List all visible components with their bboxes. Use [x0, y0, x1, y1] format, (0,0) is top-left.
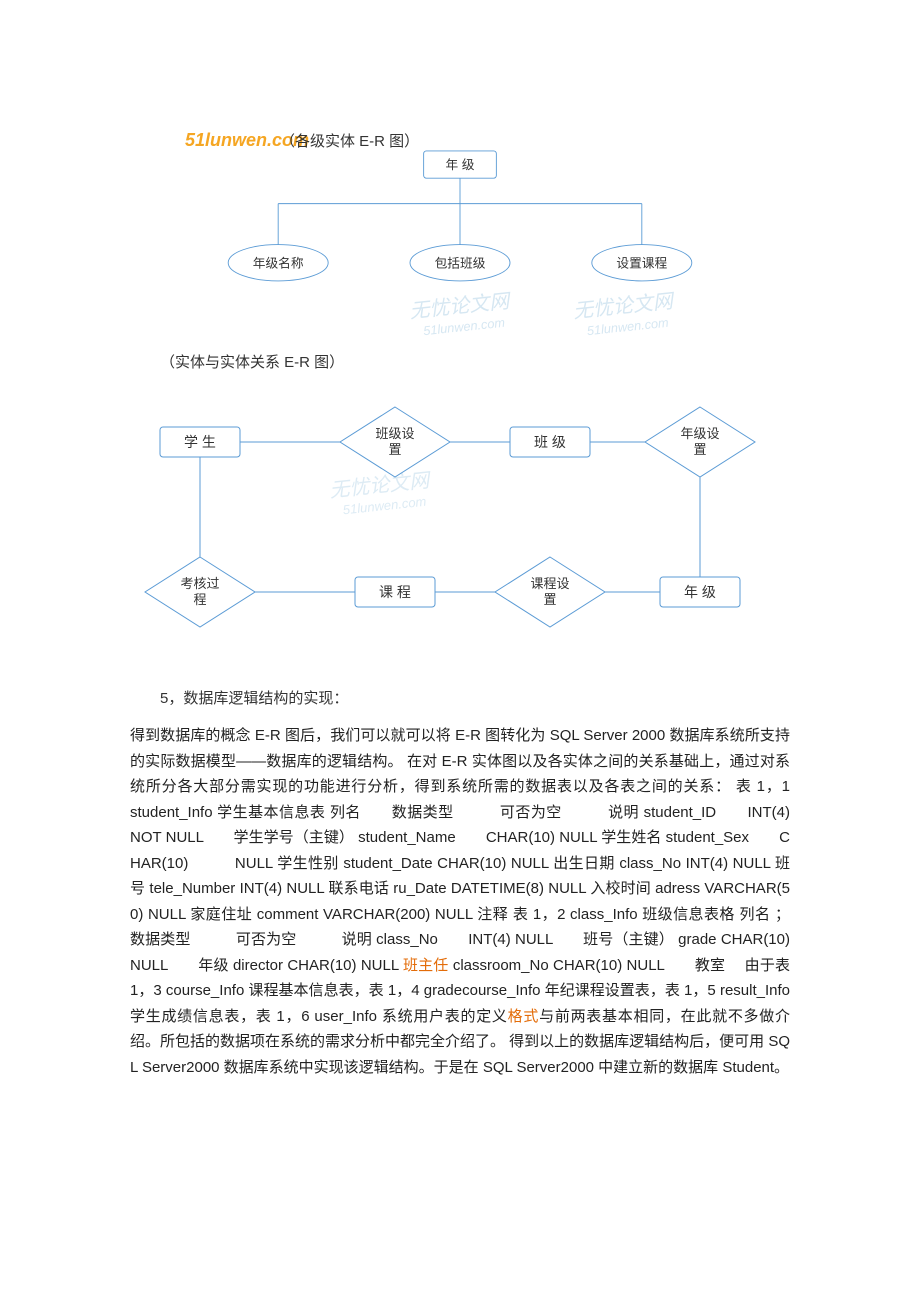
node-class-set-l2: 置	[388, 442, 401, 457]
er-diagram-relation: 无忧论文网 51lunwen.com 学 生 班级设 置 班 级 年级设 置 考…	[130, 372, 790, 662]
node-child: 年级名称	[253, 255, 304, 270]
section-5-title: 5，数据库逻辑结构的实现：	[130, 687, 790, 708]
link-banzhuren[interactable]: 班主任	[403, 957, 449, 974]
node-course-set-l1: 课程设	[530, 576, 569, 591]
node-grade-set-l1: 年级设	[680, 426, 719, 441]
node-child: 包括班级	[435, 255, 486, 270]
node-grade: 年 级	[684, 584, 716, 600]
link-geshi[interactable]: 格式	[508, 1008, 539, 1025]
node-student: 学 生	[184, 434, 216, 450]
body-part1: 得到数据库的概念 E-R 图后，我们可以就可以将 E-R 图转化为 SQL Se…	[130, 727, 835, 974]
er-diagram-tree: 无忧论文网 51lunwen.com 无忧论文网 51lunwen.com 年 …	[130, 140, 790, 340]
diagram1-caption: （各级实体 E-R 图）	[280, 130, 419, 151]
node-course-set-l2: 置	[543, 592, 556, 607]
body-paragraph: 得到数据库的概念 E-R 图后，我们可以就可以将 E-R 图转化为 SQL Se…	[130, 723, 790, 1080]
node-course: 课 程	[379, 584, 411, 600]
node-exam-l2: 程	[193, 592, 206, 607]
node-class-set-l1: 班级设	[375, 426, 414, 441]
node-class: 班 级	[534, 434, 566, 450]
diagram2-caption: （实体与实体关系 E-R 图）	[160, 351, 790, 372]
node-child: 设置课程	[616, 255, 667, 270]
node-exam-l1: 考核过	[180, 576, 219, 591]
node-root: 年 级	[446, 157, 475, 172]
node-grade-set-l2: 置	[693, 442, 706, 457]
